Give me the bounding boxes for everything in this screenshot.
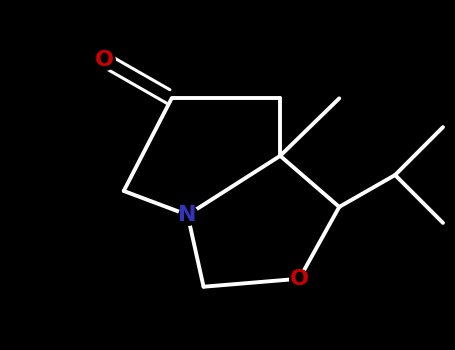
Text: O: O [290,269,309,289]
Text: O: O [95,50,114,70]
Text: N: N [178,205,197,225]
